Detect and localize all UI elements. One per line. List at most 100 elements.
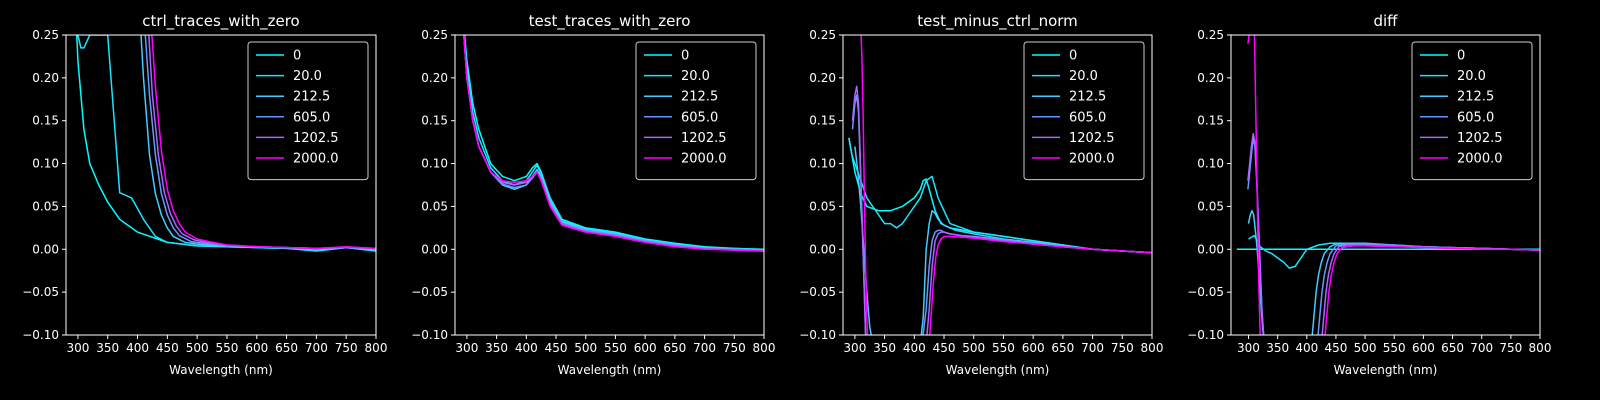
legend-entry-label: 20.0 <box>293 69 322 84</box>
legend-entry-label: 1202.5 <box>681 131 727 146</box>
y-tick-label: 0.25 <box>421 28 448 42</box>
y-tick-label: −0.10 <box>1187 328 1224 342</box>
x-tick-label: 800 <box>753 341 776 355</box>
x-tick-label: 550 <box>992 341 1015 355</box>
chart-panels: 300 350 400 450 500 550 600 650 700 750 800 −0.10 −0… <box>22 12 1551 377</box>
legend-entry-label: 1202.5 <box>1069 131 1115 146</box>
series-group <box>76 35 376 252</box>
x-tick-label: 750 <box>723 341 746 355</box>
x-tick-label: 600 <box>634 341 657 355</box>
y-tick-label: 0.10 <box>32 157 59 171</box>
x-tick-label: 300 <box>455 341 478 355</box>
x-tick-label: 500 <box>1354 341 1377 355</box>
x-tick-label: 650 <box>1441 341 1464 355</box>
y-tick-label: −0.10 <box>22 328 59 342</box>
series-line-2000.0 <box>151 35 376 250</box>
y-tick-label: 0.25 <box>1197 28 1224 42</box>
y-tick-label: 0.10 <box>809 157 836 171</box>
chart-panel-4: 300 350 400 450 500 550 600 650 700 750 800 −0.10 −0… <box>1187 12 1551 377</box>
chart-title: test_minus_ctrl_norm <box>917 12 1078 31</box>
x-tick-label: 400 <box>126 341 149 355</box>
legend-entry-label: 0 <box>681 49 689 64</box>
x-tick-label: 450 <box>545 341 568 355</box>
series-group <box>848 35 1152 335</box>
legend-box <box>1023 41 1145 181</box>
plot-frame <box>65 34 377 336</box>
x-tick-label: 350 <box>96 341 119 355</box>
y-tick-label: 0.05 <box>421 199 448 213</box>
x-axis-label: Wavelength (nm) <box>1334 363 1438 377</box>
x-tick-label: 600 <box>1022 341 1045 355</box>
legend-entry-label: 20.0 <box>1069 69 1098 84</box>
y-tick-label: 0.10 <box>1197 157 1224 171</box>
chart-panel-3: 300 350 400 450 500 550 600 650 700 750 800 −0.10 −0… <box>799 12 1163 377</box>
legend-entry-label: 0 <box>293 49 301 64</box>
y-tick-label: 0.20 <box>809 71 836 85</box>
series-line-2000.0 <box>860 35 1152 335</box>
series-line-2000.0 <box>1247 35 1540 335</box>
x-tick-label: 400 <box>1295 341 1318 355</box>
x-tick-label: 800 <box>1141 341 1164 355</box>
x-tick-label: 600 <box>245 341 268 355</box>
series-line-1202.5 <box>1247 132 1540 335</box>
y-tick-label: −0.05 <box>1187 285 1224 299</box>
legend-entry-label: 212.5 <box>681 90 718 105</box>
x-tick-label: 350 <box>485 341 508 355</box>
x-tick-label: 600 <box>1412 341 1435 355</box>
y-tick-label: 0.15 <box>32 114 59 128</box>
legend-box <box>635 41 757 181</box>
x-tick-label: 550 <box>216 341 239 355</box>
y-tick-label: −0.10 <box>411 328 448 342</box>
y-tick-label: 0.05 <box>32 199 59 213</box>
series-line-0 <box>463 35 764 251</box>
legend-entry-label: 2000.0 <box>1069 152 1115 167</box>
y-tick-label: 0.15 <box>421 114 448 128</box>
y-tick-label: −0.10 <box>799 328 836 342</box>
x-tick-label: 700 <box>693 341 716 355</box>
x-tick-label: 750 <box>1499 341 1522 355</box>
legend-entry-label: 605.0 <box>1457 110 1494 125</box>
x-tick-label: 550 <box>1383 341 1406 355</box>
x-tick-label: 500 <box>962 341 985 355</box>
y-tick-label: 0.15 <box>809 114 836 128</box>
x-axis-label: Wavelength (nm) <box>558 363 662 377</box>
legend-entry-label: 2000.0 <box>1457 152 1503 167</box>
legend-entry-label: 212.5 <box>1457 90 1494 105</box>
plot-frame <box>454 34 765 336</box>
y-tick-label: 0.00 <box>809 242 836 256</box>
series-line-20.0 <box>463 35 764 251</box>
chart-panel-2: 300 350 400 450 500 550 600 650 700 750 800 −0.10 −0… <box>411 12 776 377</box>
x-tick-label: 400 <box>903 341 926 355</box>
x-tick-label: 700 <box>305 341 328 355</box>
y-tick-label: 0.00 <box>32 242 59 256</box>
y-tick-label: 0.25 <box>809 28 836 42</box>
legend-entry-label: 212.5 <box>1069 90 1106 105</box>
x-tick-label: 550 <box>604 341 627 355</box>
legend-entry-label: 212.5 <box>293 90 330 105</box>
x-tick-label: 400 <box>515 341 538 355</box>
chart-title: test_traces_with_zero <box>529 12 691 31</box>
x-tick-label: 300 <box>843 341 866 355</box>
plot-frame <box>1230 34 1541 336</box>
x-tick-label: 800 <box>365 341 388 355</box>
legend-entry-label: 2000.0 <box>681 152 727 167</box>
x-tick-label: 500 <box>186 341 209 355</box>
y-tick-label: 0.00 <box>1197 242 1224 256</box>
y-tick-label: −0.05 <box>411 285 448 299</box>
legend: 0 20.0 212.5 605.0 1202.5 2000.0 <box>1411 41 1533 181</box>
y-tick-label: 0.05 <box>809 199 836 213</box>
legend-box <box>247 41 369 181</box>
plot-frame <box>842 34 1153 336</box>
x-axis-label: Wavelength (nm) <box>169 363 273 377</box>
y-tick-label: 0.15 <box>1197 114 1224 128</box>
y-tick-label: 0.10 <box>421 157 448 171</box>
y-tick-label: 0.20 <box>32 71 59 85</box>
legend-entry-label: 0 <box>1457 49 1465 64</box>
series-line-20.0 <box>848 137 1152 254</box>
legend-entry-label: 20.0 <box>681 69 710 84</box>
x-tick-label: 300 <box>66 341 89 355</box>
x-axis-label: Wavelength (nm) <box>946 363 1050 377</box>
x-tick-label: 300 <box>1237 341 1260 355</box>
x-tick-label: 750 <box>1111 341 1134 355</box>
legend: 0 20.0 212.5 605.0 1202.5 2000.0 <box>247 41 369 181</box>
